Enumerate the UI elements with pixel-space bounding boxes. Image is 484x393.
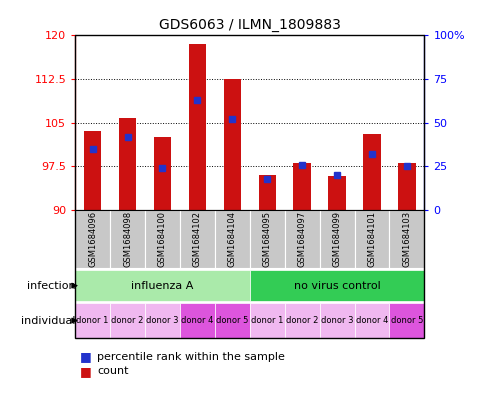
Text: influenza A: influenza A [131, 281, 193, 290]
Bar [110, 210, 145, 268]
Text: ■: ■ [80, 350, 91, 364]
Bar [188, 44, 206, 210]
Text: individual: individual [21, 316, 76, 325]
Bar [180, 210, 214, 268]
Bar [249, 270, 424, 301]
Bar [284, 303, 319, 338]
Text: donor 3: donor 3 [320, 316, 353, 325]
Text: no virus control: no virus control [293, 281, 379, 290]
Text: GSM1684095: GSM1684095 [262, 211, 271, 267]
Text: GSM1684102: GSM1684102 [193, 211, 201, 267]
Bar [249, 210, 284, 268]
Text: donor 4: donor 4 [181, 316, 213, 325]
Bar [214, 210, 249, 268]
Bar [397, 163, 415, 210]
Bar [389, 303, 424, 338]
Text: donor 3: donor 3 [146, 316, 179, 325]
Text: donor 1: donor 1 [76, 316, 108, 325]
Text: GSM1684100: GSM1684100 [158, 211, 166, 267]
Bar [119, 118, 136, 210]
Text: ■: ■ [80, 365, 91, 378]
Bar [153, 137, 171, 210]
Bar [284, 210, 319, 268]
Bar [363, 134, 380, 210]
Text: count: count [97, 366, 128, 376]
Bar [319, 303, 354, 338]
Bar [145, 210, 180, 268]
Bar [354, 210, 389, 268]
Bar [319, 210, 354, 268]
Bar [145, 303, 180, 338]
Bar [110, 303, 145, 338]
Text: donor 5: donor 5 [216, 316, 248, 325]
Text: percentile rank within the sample: percentile rank within the sample [97, 352, 284, 362]
Bar [75, 210, 110, 268]
Text: infection: infection [27, 281, 76, 290]
Text: GSM1684098: GSM1684098 [123, 211, 132, 267]
Text: GSM1684104: GSM1684104 [227, 211, 236, 267]
Text: GSM1684096: GSM1684096 [88, 211, 97, 267]
Bar [214, 303, 249, 338]
Bar [75, 303, 110, 338]
Bar [180, 303, 214, 338]
Text: GSM1684097: GSM1684097 [297, 211, 306, 267]
Bar [328, 176, 345, 210]
Bar [258, 175, 275, 210]
Text: GSM1684101: GSM1684101 [367, 211, 376, 267]
Text: donor 4: donor 4 [355, 316, 387, 325]
Text: GSM1684103: GSM1684103 [402, 211, 410, 267]
Text: donor 2: donor 2 [111, 316, 143, 325]
Bar [75, 270, 249, 301]
Text: donor 5: donor 5 [390, 316, 422, 325]
Bar [84, 131, 101, 210]
Text: GSM1684099: GSM1684099 [332, 211, 341, 267]
Text: donor 1: donor 1 [251, 316, 283, 325]
Bar [293, 163, 310, 210]
Title: GDS6063 / ILMN_1809883: GDS6063 / ILMN_1809883 [158, 18, 340, 31]
Bar [389, 210, 424, 268]
Bar [223, 79, 241, 210]
Bar [249, 303, 284, 338]
Text: donor 2: donor 2 [286, 316, 318, 325]
Bar [354, 303, 389, 338]
